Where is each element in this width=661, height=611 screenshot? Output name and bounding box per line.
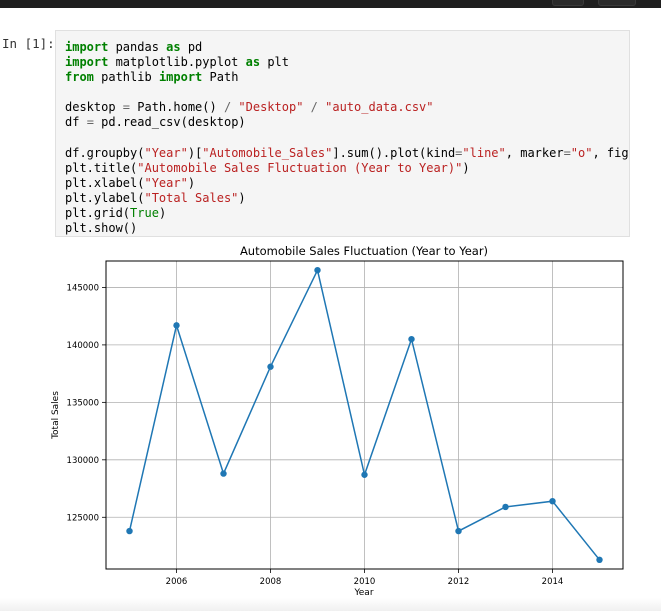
data-point [596,556,603,564]
code-line-6: df.groupby("Year")["Automobile_Sales"].s… [65,145,629,160]
line-chart: Automobile Sales Fluctuation (Year to Ye… [51,244,624,598]
y-tick-label: 140000 [67,341,99,351]
y-tick-label: 135000 [67,398,99,408]
window-control[interactable] [598,0,636,6]
keyword: as [245,55,261,70]
data-point [502,503,509,511]
code-line-8: plt.xlabel("Year") [65,176,195,190]
string-literal: "Desktop" [231,100,311,115]
code-text: plt.show() [65,221,138,236]
operator: / [223,100,232,115]
code-line-7: plt.title("Automobile Sales Fluctuation … [65,161,470,175]
code-text: pathlib [93,70,159,85]
data-point [314,266,321,274]
keyword: import [158,70,203,85]
code-text: , marker [505,145,564,160]
string-literal: "Year" [144,175,188,190]
code-line-9: plt.ylabel("Total Sales") [65,191,246,205]
keyword: as [166,40,181,54]
code-text: Path.home() [130,100,224,115]
x-tick-label: 2008 [260,577,282,587]
operator: / [310,100,318,115]
code-line-2: import matplotlib.pyplot as plt [65,55,289,69]
grid [106,261,623,569]
code-line-5: df = pd.read_csv(desktop) [65,115,246,129]
x-tick-label: 2010 [354,577,376,587]
cell-output: Automobile Sales Fluctuation (Year to Ye… [40,240,640,602]
keyword: True [130,206,159,221]
window-control[interactable] [552,0,584,6]
page-bottom-edge [0,598,661,611]
string-literal: "line" [462,145,506,160]
keyword: import [65,40,109,54]
code-text: ) [238,190,246,205]
data-series [126,266,603,564]
x-tick-label: 2014 [542,577,564,587]
data-point [173,322,180,329]
code-text: plt.ylabel( [65,190,145,205]
code-text: pandas [108,40,167,54]
code-line-1: import pandas as pd [65,40,202,54]
keyword: import [65,55,109,70]
y-tick-label: 145000 [67,283,99,293]
code-editor[interactable]: import pandas as pd import matplotlib.py… [65,40,629,236]
data-point [361,471,368,478]
operator: = [122,100,131,115]
code-text: desktop [65,100,123,115]
x-tick-label: 2012 [448,577,470,587]
code-text: Path [202,70,239,85]
y-tick-label: 125000 [67,513,99,523]
code-text: ].sum().plot(kind [332,145,456,160]
code-text: plt [260,55,289,70]
string-literal: "Automobile_Sales" [202,145,333,160]
operator: = [563,145,571,160]
string-literal: "Automobile Sales Fluctuation (Year to Y… [137,160,463,175]
code-text: , figsize= [592,145,629,160]
code-text: ) [462,160,470,175]
code-line-10: plt.grid(True) [65,206,166,220]
code-text: matplotlib.pyplot [108,55,246,70]
axis-ticks: 2006 2008 2010 2012 2014 125000 130000 135000 14… [67,283,564,587]
code-cell[interactable]: import pandas as pd import matplotlib.py… [55,30,630,237]
operator: = [455,145,463,160]
code-text: df.groupby( [65,145,145,160]
string-literal: "auto_data.csv" [317,100,434,115]
string-literal: "Total Sales" [144,190,239,205]
code-line-4: desktop = Path.home() / "Desktop" / "aut… [65,100,434,114]
code-text: plt.grid( [65,206,131,221]
code-text: plt.title( [65,160,138,175]
code-line-3: from pathlib import Path [65,70,238,84]
string-literal: "Year" [144,145,188,160]
data-point [408,335,415,343]
data-point [455,527,462,535]
keyword: from [65,70,94,85]
data-point [126,527,133,535]
code-text: ) [187,175,196,190]
data-point [220,470,227,477]
x-axis-label: Year [353,588,373,598]
y-axis-label: Total Sales [51,391,61,440]
code-text: plt.xlabel( [65,175,145,190]
y-tick-label: 130000 [67,456,99,466]
code-text: pd [180,40,203,54]
window-top-bar [0,0,661,8]
x-tick-label: 2006 [166,577,188,587]
code-line-11: plt.show() [65,221,137,235]
code-text: pd.read_csv(desktop) [93,115,246,130]
code-text: df [65,115,87,130]
data-point [549,497,556,505]
chart-title: Automobile Sales Fluctuation (Year to Ye… [240,244,488,258]
code-text: ) [158,206,167,221]
data-point [267,363,274,370]
code-text: )[ [187,145,203,160]
cell-prompt: In [1]: [2,36,55,51]
string-literal: "o" [570,145,593,160]
operator: = [86,115,94,130]
